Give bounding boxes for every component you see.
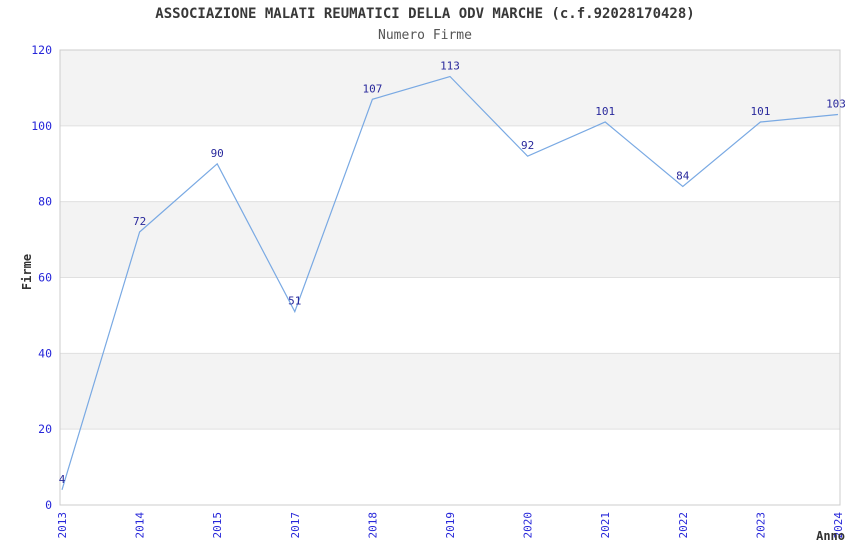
data-label: 84	[676, 170, 690, 183]
x-tick-label: 2024	[832, 512, 845, 539]
chart-title: ASSOCIAZIONE MALATI REUMATICI DELLA ODV …	[155, 6, 695, 22]
y-tick-labels: 0 20 40 60 80 100 120	[31, 43, 52, 512]
x-axis-label: Anno	[816, 529, 845, 543]
data-label: 101	[750, 105, 770, 118]
plot-band	[60, 201, 840, 278]
data-label: 101	[595, 105, 615, 118]
x-tick-label: 2020	[522, 512, 535, 539]
plot-gridlines	[60, 125, 840, 430]
y-tick-label: 60	[38, 271, 52, 285]
plot-bands	[60, 50, 840, 430]
data-label: 103	[826, 97, 846, 110]
y-tick-label: 0	[45, 498, 52, 512]
y-tick-label: 20	[38, 422, 52, 436]
data-label: 107	[362, 82, 382, 95]
data-label: 92	[521, 139, 534, 152]
chart-subtitle: Numero Firme	[378, 28, 472, 43]
data-label: 4	[59, 473, 66, 486]
x-tick-label: 2015	[211, 512, 224, 539]
plot-border	[59, 49, 841, 506]
plot-band	[60, 353, 840, 430]
data-label: 113	[440, 60, 460, 73]
x-tick-label: 2021	[599, 512, 612, 539]
x-tick-label: 2022	[677, 512, 690, 539]
data-label: 51	[288, 295, 301, 308]
y-tick-label: 40	[38, 346, 52, 360]
x-tick-label: 2023	[754, 512, 767, 539]
x-tick-label: 2018	[366, 512, 379, 539]
data-label: 90	[211, 147, 224, 160]
x-tick-labels: 2013 2014 2015 2017 2018 2019 2020 2021 2022 2023…	[56, 512, 845, 539]
data-line	[61, 75, 839, 490]
x-tick-label: 2014	[134, 512, 147, 539]
x-tick-label: 2017	[289, 512, 302, 539]
x-tick-label: 2013	[56, 512, 69, 539]
y-tick-label: 120	[31, 43, 52, 57]
plot-band	[60, 50, 840, 126]
data-label: 72	[133, 215, 146, 228]
x-tick-label: 2019	[444, 512, 457, 539]
y-tick-label: 80	[38, 195, 52, 209]
y-tick-label: 100	[31, 119, 52, 133]
data-point-labels: 4 72 90 51 107 113 92 101 84 101 103	[59, 60, 846, 486]
